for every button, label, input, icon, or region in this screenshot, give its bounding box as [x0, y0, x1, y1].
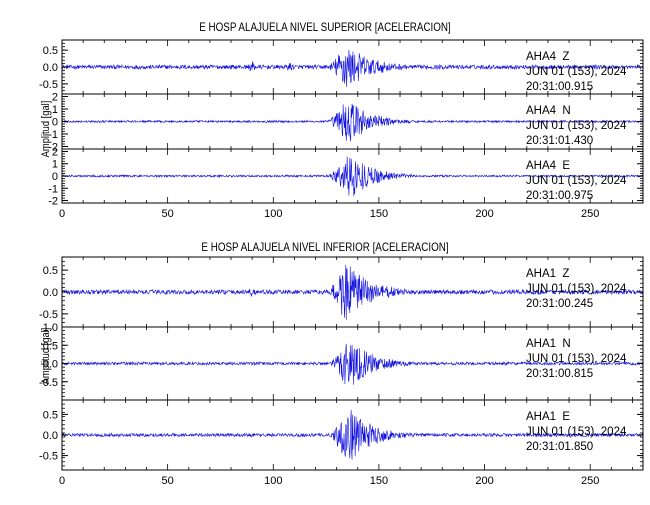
station-time-0-0: 20:31:00.915 [526, 81, 593, 93]
trace-0-1 [61, 103, 644, 142]
y-tick-label-0-1-3: 1 [52, 104, 58, 116]
station-label-1-2: AHA1 E [526, 411, 570, 423]
x-tick-label-0-0: 0 [59, 208, 65, 220]
station-time-0-2: 20:31:00.975 [526, 190, 593, 202]
x-tick-label-1-4: 200 [475, 475, 493, 487]
x-tick-label-1-2: 100 [264, 475, 282, 487]
y-tick-label-0-2-2: 0 [52, 171, 58, 183]
y-tick-label-0-2-1: -1 [48, 183, 58, 195]
station-label-0-1: AHA4 N [526, 105, 571, 117]
x-tick-label-0-3: 150 [370, 208, 388, 220]
y-tick-label-1-1-3: 1.0 [43, 322, 58, 334]
station-date-0-2: JUN 01 (153), 2024 [526, 175, 627, 187]
station-time-1-2: 20:31:01.850 [526, 441, 593, 453]
x-tick-label-1-0: 0 [59, 475, 65, 487]
y-tick-label-0-0-1: 0.0 [43, 62, 58, 74]
trace-0-0 [61, 49, 644, 87]
y-tick-label-0-1-2: 0 [52, 117, 58, 129]
x-tick-label-0-5: 250 [581, 208, 599, 220]
y-tick-label-0-2-3: 1 [52, 159, 58, 171]
trace-0-2 [61, 156, 644, 197]
y-tick-label-0-1-1: -1 [48, 129, 58, 141]
station-label-1-1: AHA1 N [526, 338, 571, 350]
x-tick-label-1-1: 50 [162, 475, 174, 487]
trace-1-1 [61, 343, 644, 385]
y-tick-label-0-0-2: 0.5 [43, 45, 58, 57]
station-time-1-1: 20:31:00.815 [526, 368, 593, 380]
y-tick-label-0-2-0: -2 [48, 196, 58, 208]
x-tick-label-0-1: 50 [162, 208, 174, 220]
y-tick-label-1-0-1: 0.0 [43, 287, 58, 299]
y-tick-label-1-0-2: 0.5 [43, 265, 58, 277]
y-tick-label-1-0-0: -0.5 [39, 309, 58, 321]
x-tick-label-0-2: 100 [264, 208, 282, 220]
station-time-1-0: 20:31:00.245 [526, 298, 593, 310]
station-time-0-1: 20:31:01.430 [526, 135, 593, 147]
station-date-0-1: JUN 01 (153), 2024 [526, 120, 627, 132]
y-tick-label-1-1-2: 0.5 [43, 340, 58, 352]
y-tick-label-0-1-0: -2 [48, 142, 58, 154]
station-label-0-2: AHA4 E [526, 160, 570, 172]
top-chart-title: E HOSP ALAJUELA NIVEL SUPERIOR [ACELERAC… [199, 20, 451, 34]
y-tick-label-0-1-4: 2 [52, 92, 58, 104]
station-label-1-0: AHA1 Z [526, 268, 569, 280]
y-tick-label-1-2-0: -0.5 [39, 451, 58, 463]
bottom-chart-ylabel: Amplitud [gal] [40, 327, 52, 385]
y-tick-label-1-1-1: 0.0 [43, 359, 58, 371]
x-tick-label-1-3: 150 [370, 475, 388, 487]
station-date-1-1: JUN 01 (153), 2024 [526, 353, 627, 365]
station-label-0-0: AHA4 Z [526, 51, 569, 63]
top-chart-ylabel: Amplitud [gal] [40, 100, 52, 158]
x-tick-label-1-5: 250 [581, 475, 599, 487]
station-date-0-0: JUN 01 (153), 2024 [526, 66, 627, 78]
y-tick-label-1-2-1: 0.0 [43, 430, 58, 442]
y-tick-label-0-2-4: 2 [52, 146, 58, 158]
station-date-1-0: JUN 01 (153), 2024 [526, 283, 627, 295]
trace-1-2 [61, 410, 644, 460]
y-tick-label-0-0-0: -0.5 [39, 79, 58, 91]
station-date-1-2: JUN 01 (153), 2024 [526, 426, 627, 438]
trace-1-0 [61, 265, 644, 320]
bottom-chart-title: E HOSP ALAJUELA NIVEL INFERIOR [ACELERAC… [201, 240, 449, 254]
y-tick-label-1-1-0: -0.5 [39, 377, 58, 389]
x-tick-label-0-4: 200 [475, 208, 493, 220]
y-tick-label-1-2-2: 0.5 [43, 409, 58, 421]
